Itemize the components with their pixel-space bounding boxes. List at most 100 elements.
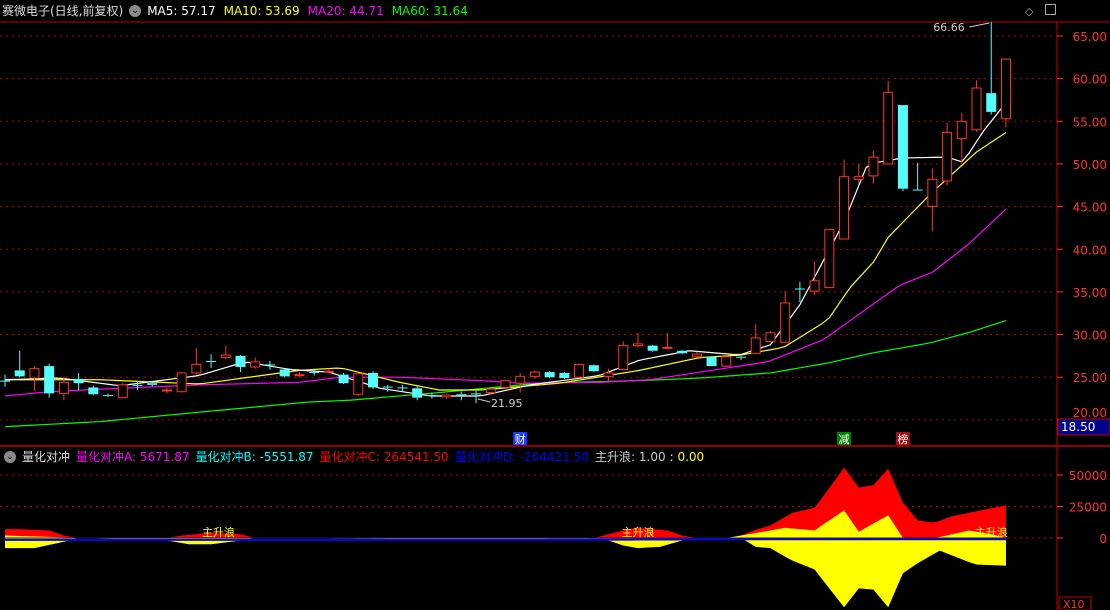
candle-body xyxy=(441,394,452,398)
candle xyxy=(529,370,540,379)
candle xyxy=(603,368,614,381)
ma20-label: MA20: 44.71 xyxy=(307,4,384,18)
indicator-a: 量化对冲A: 5671.87 xyxy=(76,450,190,464)
stock-title[interactable]: 赛微电子(日线,前复权) xyxy=(2,4,124,18)
candle-body xyxy=(29,368,40,379)
candle-body xyxy=(853,176,864,180)
candle xyxy=(691,351,702,358)
price-tick-label: 25.00 xyxy=(1073,371,1107,385)
signal-label: 主升浪 xyxy=(975,525,1008,539)
candle-body xyxy=(323,370,334,373)
candle-body xyxy=(883,91,894,165)
ma10-line xyxy=(5,131,1007,391)
indicator-header: ⌄ 量化对冲 量化对冲A: 5671.87 量化对冲B: -5551.87 量化… xyxy=(0,447,712,467)
candle-body xyxy=(721,356,732,367)
indicator-tick-label: 25000 xyxy=(1069,501,1107,515)
candle-body xyxy=(515,375,526,384)
diamond-icon[interactable]: ◇ xyxy=(1025,5,1034,18)
candle xyxy=(264,360,275,370)
candle-body xyxy=(559,372,570,379)
panel-controls: ◇ xyxy=(1017,4,1056,18)
candle xyxy=(279,368,290,378)
candle-body xyxy=(956,120,967,139)
chevron-down-icon[interactable]: ⌄ xyxy=(129,5,142,17)
candle-body xyxy=(839,176,850,240)
candle xyxy=(103,393,114,397)
candle-body xyxy=(456,394,467,396)
candle-body xyxy=(279,369,290,377)
candle-body xyxy=(677,350,688,354)
ma10-label: MA10: 53.69 xyxy=(223,4,300,18)
candle xyxy=(206,354,217,368)
candle xyxy=(250,357,261,369)
candle-body xyxy=(88,387,99,395)
price-tick-label: 55.00 xyxy=(1073,115,1107,129)
candle xyxy=(191,348,202,375)
candle xyxy=(515,372,526,393)
candle xyxy=(559,372,570,379)
candle xyxy=(309,368,320,376)
candle xyxy=(117,383,128,399)
candle-body xyxy=(14,370,25,377)
price-panel-header: 赛微电子(日线,前复权) ⌄ MA5: 57.17 MA10: 53.69 MA… xyxy=(0,1,476,21)
candle xyxy=(353,372,364,396)
candle-body xyxy=(647,345,658,351)
candle xyxy=(161,387,172,394)
candle-body xyxy=(603,372,614,377)
candle-body xyxy=(191,363,202,374)
event-marker xyxy=(513,432,528,445)
ma60-line xyxy=(4,319,1007,428)
candle-body xyxy=(588,365,599,372)
candle-body xyxy=(706,356,717,367)
candle xyxy=(294,372,305,378)
indicator-name[interactable]: 量化对冲 xyxy=(22,450,71,464)
candle xyxy=(0,374,10,387)
candle-body xyxy=(986,93,997,112)
candle-body xyxy=(971,87,982,131)
candle xyxy=(721,355,732,367)
candle xyxy=(662,332,673,350)
candle xyxy=(942,123,953,186)
candle xyxy=(588,364,599,373)
candle xyxy=(412,386,423,401)
candle xyxy=(323,368,334,374)
candle-body xyxy=(147,383,158,385)
candle xyxy=(794,281,805,303)
series-b-area xyxy=(5,538,1006,608)
window-icon[interactable] xyxy=(1045,4,1056,15)
candle-body xyxy=(500,380,511,388)
candle xyxy=(29,366,40,391)
signal-label: 主升浪 xyxy=(202,525,235,539)
event-label: 财 xyxy=(515,432,526,446)
candle xyxy=(868,151,879,184)
candle-body xyxy=(250,361,261,368)
ma5-label: MA5: 57.17 xyxy=(147,4,216,18)
indicator-tick-label: 0 xyxy=(1099,532,1107,546)
candle xyxy=(471,390,482,404)
indicator-b: 量化对冲B: -5551.87 xyxy=(195,450,314,464)
candle xyxy=(897,105,908,192)
signal-label: 主升浪 xyxy=(621,525,654,539)
chevron-down-icon[interactable]: ⌄ xyxy=(4,451,16,463)
candle xyxy=(338,372,349,385)
candle-body xyxy=(73,378,84,384)
candle xyxy=(986,21,997,115)
candle xyxy=(132,380,143,390)
candle xyxy=(706,355,717,367)
candle-body xyxy=(161,389,172,392)
high-price-label: 66.66 xyxy=(933,21,965,34)
indicator-tick-label: 50000 xyxy=(1069,469,1107,483)
candle-body xyxy=(397,387,408,389)
candle xyxy=(647,344,658,352)
ma60-label: MA60: 31.64 xyxy=(391,4,468,18)
candle xyxy=(500,379,511,390)
candle-body xyxy=(736,356,746,358)
candle-body xyxy=(632,343,643,347)
price-tick-label: 65.00 xyxy=(1073,30,1107,44)
candle-body xyxy=(206,360,217,362)
candle-body xyxy=(529,371,540,377)
candle-body xyxy=(58,381,69,394)
candle xyxy=(235,355,246,373)
candle-body xyxy=(765,332,776,342)
